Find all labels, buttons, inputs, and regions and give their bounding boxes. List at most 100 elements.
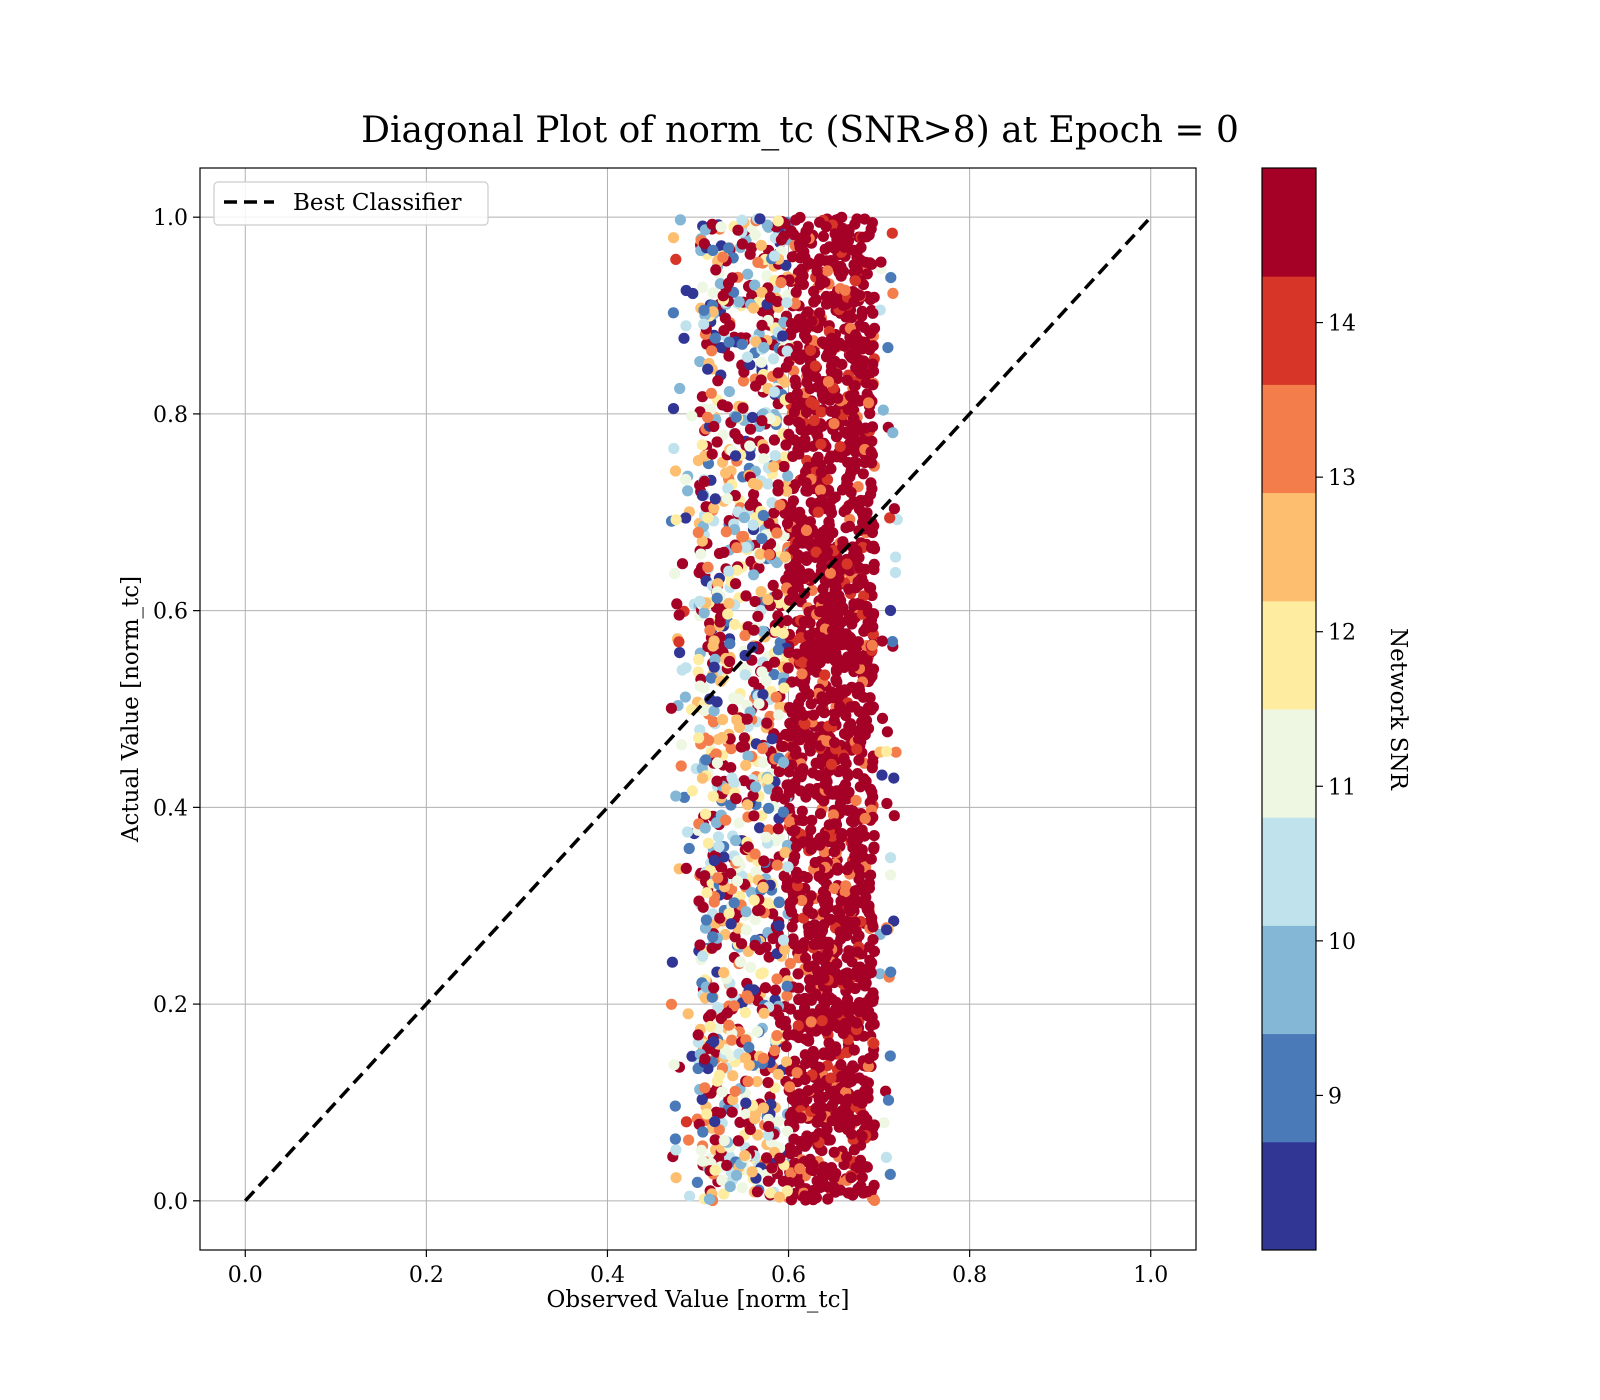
scatter-point — [692, 1029, 704, 1041]
scatter-point — [718, 967, 730, 979]
scatter-point — [766, 1162, 778, 1174]
scatter-point — [790, 350, 802, 362]
scatter-point — [739, 629, 751, 642]
scatter-point — [725, 867, 737, 880]
scatter-point — [771, 859, 783, 871]
scatter-point — [710, 1106, 722, 1118]
scatter-point — [699, 922, 712, 934]
scatter-point — [782, 861, 794, 873]
scatter-point — [700, 808, 712, 820]
scatter-point — [778, 756, 790, 769]
scatter-point — [702, 411, 714, 423]
scatter-point — [784, 816, 796, 828]
scatter-point — [806, 814, 818, 827]
scatter-point — [857, 1110, 869, 1122]
scatter-point — [860, 714, 873, 727]
scatter-point — [839, 284, 851, 296]
x-axis-label: Observed Value [norm_tc] — [547, 1287, 850, 1313]
scatter-point — [738, 732, 751, 744]
scatter-point — [753, 698, 765, 710]
scatter-point — [829, 845, 841, 857]
scatter-point — [783, 766, 795, 778]
scatter-point — [868, 1018, 880, 1030]
scatter-point — [803, 974, 816, 986]
scatter-point — [665, 702, 678, 714]
scatter-point — [866, 435, 878, 447]
scatter-point — [829, 737, 841, 749]
scatter-point — [856, 1130, 868, 1142]
scatter-point — [713, 841, 725, 853]
scatter-point — [731, 542, 743, 554]
scatter-point — [801, 332, 813, 345]
scatter-point — [699, 870, 711, 882]
scatter-point — [789, 1055, 801, 1067]
scatter-point — [785, 318, 798, 330]
scatter-point — [860, 377, 872, 389]
scatter-point — [773, 920, 785, 932]
scatter-point — [728, 1000, 740, 1012]
scatter-point — [741, 990, 753, 1002]
scatter-point — [784, 702, 796, 714]
scatter-point — [829, 242, 841, 254]
scatter-point — [676, 558, 689, 570]
scatter-point — [818, 552, 830, 564]
scatter-point — [849, 275, 862, 287]
scatter-point — [781, 980, 793, 992]
scatter-point — [800, 524, 813, 537]
scatter-point — [829, 708, 841, 720]
scatter-point — [744, 499, 756, 511]
scatter-point — [694, 356, 706, 368]
scatter-point — [749, 279, 761, 291]
scatter-point — [718, 851, 730, 863]
scatter-point — [768, 434, 781, 446]
scatter-point — [802, 306, 814, 318]
scatter-point — [782, 662, 794, 674]
scatter-point — [665, 998, 678, 1010]
scatter-point — [810, 1102, 822, 1114]
scatter-point — [808, 414, 820, 427]
scatter-point — [739, 1150, 751, 1162]
scatter-point — [720, 814, 732, 826]
scatter-point — [794, 734, 806, 746]
scatter-point — [731, 875, 744, 887]
colorbar-bin — [1262, 384, 1316, 494]
scatter-point — [864, 407, 876, 420]
scatter-point — [790, 379, 802, 391]
scatter-point — [868, 558, 880, 571]
scatter-point — [863, 882, 876, 894]
scatter-point — [696, 489, 709, 502]
scatter-point — [680, 320, 692, 332]
scatter-point — [671, 598, 683, 610]
scatter-point — [708, 420, 720, 433]
scatter-point — [848, 380, 860, 392]
x-axis-ticks: 0.0 0.2 0.4 0.6 0.8 1.0 — [228, 1250, 1168, 1288]
scatter-point — [790, 286, 802, 298]
scatter-point — [826, 493, 839, 505]
scatter-point — [706, 942, 718, 954]
scatter-point — [847, 404, 859, 416]
scatter-point — [811, 265, 823, 277]
scatter-point — [696, 535, 708, 547]
y-tick-label: 1.0 — [153, 206, 188, 231]
scatter-point — [716, 1174, 728, 1186]
scatter-point — [747, 477, 760, 490]
scatter-point — [697, 281, 709, 293]
scatter-point — [786, 251, 799, 263]
scatter-point — [797, 235, 810, 247]
scatter-point — [793, 940, 806, 952]
scatter-point — [856, 1171, 868, 1183]
scatter-point — [876, 635, 888, 647]
scatter-point — [800, 324, 812, 336]
scatter-point — [824, 913, 837, 925]
scatter-point — [717, 714, 729, 726]
scatter-point — [757, 1102, 770, 1114]
scatter-point — [854, 781, 866, 793]
scatter-point — [768, 250, 781, 262]
colorbar-tick-label: 11 — [1328, 775, 1356, 800]
scatter-point — [835, 933, 847, 945]
scatter-point — [762, 1077, 774, 1089]
scatter-point — [805, 843, 817, 855]
scatter-point — [776, 740, 788, 752]
scatter-point — [852, 636, 865, 648]
scatter-point — [866, 912, 878, 924]
